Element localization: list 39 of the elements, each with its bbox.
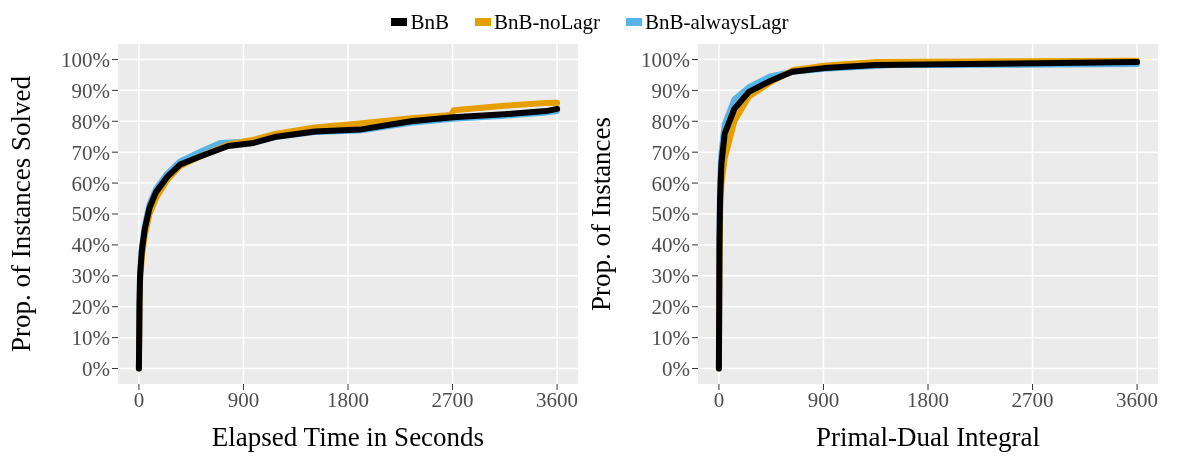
y-tick-label: 20% — [71, 295, 110, 320]
y-axis-title: Prop. of Instances Solved — [5, 75, 36, 352]
y-tick-label: 0% — [662, 357, 690, 381]
y-tick-label: 80% — [71, 109, 110, 134]
x-tick-label: 2700 — [431, 387, 474, 412]
y-tick-label: 90% — [651, 78, 690, 103]
x-tick-label: 1800 — [907, 387, 949, 412]
x-axis-title: Primal-Dual Integral — [815, 422, 1041, 452]
y-tick-label: 60% — [651, 171, 690, 196]
x-tick-label: 900 — [807, 387, 840, 412]
x-axis-title: Elapsed Time in Seconds — [211, 422, 485, 452]
y-tick-label: 30% — [651, 264, 690, 289]
y-tick-label: 30% — [71, 264, 110, 289]
y-tick-label: 0% — [82, 357, 110, 381]
y-tick-label: 10% — [71, 326, 110, 351]
y-tick-label: 20% — [651, 295, 690, 320]
x-tick-label: 3600 — [1116, 387, 1159, 412]
y-tick-label: 40% — [71, 233, 110, 258]
y-tick-label: 100% — [641, 47, 690, 72]
y-tick-label: 50% — [71, 202, 110, 227]
x-tick-label: 0 — [133, 387, 145, 412]
legend-label: BnB-alwaysLagr — [645, 9, 789, 35]
y-tick-label: 70% — [71, 140, 110, 165]
x-tick-label: 0 — [713, 387, 725, 412]
y-tick-label: 50% — [651, 202, 690, 227]
y-tick-label: 80% — [651, 109, 690, 134]
x-tick-label: 3600 — [536, 387, 579, 412]
y-tick-label: 10% — [651, 326, 690, 351]
x-tick-label: 1800 — [327, 387, 369, 412]
y-tick-label: 40% — [651, 233, 690, 258]
y-tick-label: 100% — [61, 47, 110, 72]
legend-label: BnB-noLagr — [493, 9, 601, 35]
x-tick-label: 2700 — [1011, 387, 1054, 412]
x-tick-label: 900 — [227, 387, 260, 412]
y-tick-label: 90% — [71, 78, 110, 103]
y-tick-label: 60% — [71, 171, 110, 196]
legend-label: BnB — [410, 9, 449, 35]
y-tick-label: 70% — [651, 140, 690, 165]
y-axis-title: Prop. of Instances — [585, 116, 616, 312]
